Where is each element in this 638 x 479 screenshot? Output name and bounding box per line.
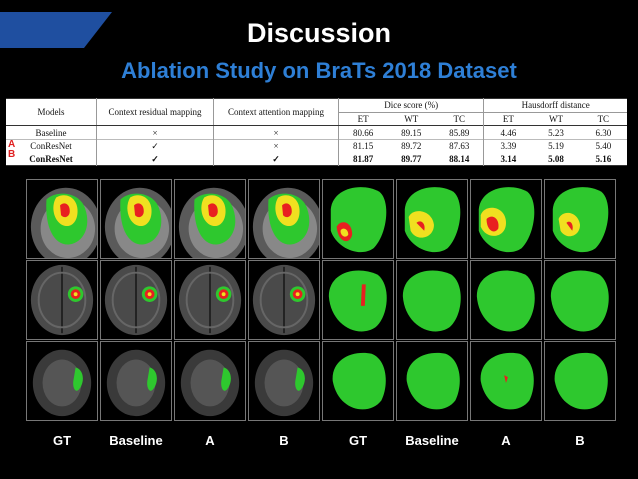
table-cell: 3.14 [500,153,517,164]
sub-header: TC [597,113,610,124]
segmentation-3d-render [322,341,394,421]
mri-slice-image [100,179,172,259]
mri-slice-image [100,341,172,421]
slide-subtitle: Ablation Study on BraTs 2018 Dataset [121,58,517,83]
table-cell: 5.23 [548,127,564,138]
attention-mark: × [213,139,339,153]
table-cell: 5.16 [595,153,612,164]
table-cell: 81.87 [353,153,374,164]
column-label: GT [348,433,368,448]
column-label: B [575,433,585,448]
column-label: B [279,433,289,448]
segmentation-3d-render [322,179,394,259]
mri-slice-image [248,260,320,340]
mri-slice-image [248,179,320,259]
slide-title: Discussion [246,18,392,48]
table-cell: 88.14 [435,152,485,166]
residual-mark: × [96,125,214,140]
model-name: ConResNet [6,139,97,153]
segmentation-3d-render [396,341,468,421]
row-marker-a: A [8,139,16,150]
table-cell: 89.72 [401,141,422,152]
mri-slice-image [174,341,246,421]
table-cell: 81.15 [353,141,374,152]
col-context-residual: Context residual mapping [96,98,214,127]
column-label: A [501,433,511,448]
column-label: A [205,433,215,448]
segmentation-3d-render [544,260,616,340]
table-row: Baseline × × 80.66 89.15 85.89 4.46 5.23… [6,125,627,140]
table-cell: 4.46 [500,127,517,138]
sub-header: WT [549,113,563,124]
segmentation-3d-render [470,341,542,421]
mri-slice-image [174,260,246,340]
table-row: ConResNet ✓ ✓ 81.87 89.77 88.14 3.14 5.0… [6,152,627,166]
table-cell: 80.66 [353,127,374,138]
header-stripe [0,12,112,48]
col-dice: Dice score (%) [338,98,485,113]
table-cell: 87.63 [435,139,485,153]
row-marker-b: B [8,149,16,160]
segmentation-3d-render [396,260,468,340]
sub-header: TC [435,112,485,126]
model-name: ConResNet [6,152,97,166]
mri-slice-image [26,260,98,340]
mri-slice-image [26,179,98,259]
residual-mark: ✓ [96,139,214,153]
table-cell: 89.77 [401,153,422,164]
segmentation-3d-render [544,341,616,421]
table-cell: 5.19 [548,141,564,152]
column-label: GT [52,433,72,448]
sub-header: WT [404,113,419,124]
col-context-attention: Context attention mapping [213,98,339,127]
attention-mark: × [213,125,339,140]
attention-mark: ✓ [213,152,339,166]
sub-header: ET [357,113,369,124]
table-cell: 5.40 [595,141,612,152]
table-cell: 3.39 [500,141,517,152]
mri-slice-image [248,341,320,421]
table-cell: 6.30 [595,127,612,138]
residual-mark: ✓ [96,152,214,166]
mri-slice-image [100,260,172,340]
segmentation-3d-render [322,260,394,340]
table-cell: 85.89 [435,125,485,140]
table-cell: 89.15 [401,127,422,138]
table-cell: 5.08 [548,153,564,164]
mri-slice-image [174,179,246,259]
column-label: Baseline [405,433,459,448]
results-table: Models Context residual mapping Context … [6,98,627,166]
segmentation-3d-render [470,179,542,259]
segmentation-3d-render [470,260,542,340]
mri-slice-image [26,341,98,421]
column-label: Baseline [109,433,163,448]
sub-header: ET [502,113,514,124]
col-hausdorff: Hausdorff distance [483,98,627,113]
table-row: ConResNet ✓ × 81.15 89.72 87.63 3.39 5.1… [6,139,627,153]
model-name: Baseline [6,125,97,140]
segmentation-3d-render [544,179,616,259]
segmentation-3d-render [396,179,468,259]
col-models: Models [6,98,97,127]
